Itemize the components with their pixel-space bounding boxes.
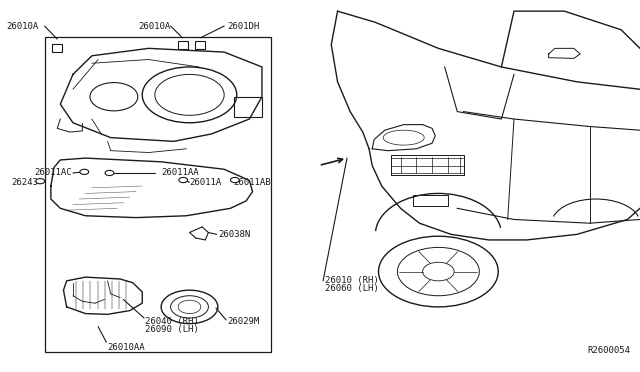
Bar xyxy=(234,97,262,117)
Bar xyxy=(177,41,188,49)
Text: 26010A: 26010A xyxy=(6,22,38,31)
Circle shape xyxy=(105,170,114,176)
Text: 26011AB: 26011AB xyxy=(234,178,271,187)
Circle shape xyxy=(80,169,89,174)
Text: 26090 (LH): 26090 (LH) xyxy=(145,325,199,334)
Bar xyxy=(413,195,448,206)
Bar xyxy=(391,155,463,175)
Circle shape xyxy=(179,177,188,183)
Text: 26243: 26243 xyxy=(12,178,38,187)
Circle shape xyxy=(36,179,45,184)
Text: 2601DH: 2601DH xyxy=(227,22,260,31)
Text: 26038N: 26038N xyxy=(218,230,250,239)
Text: 26011A: 26011A xyxy=(189,178,221,187)
Text: R2600054: R2600054 xyxy=(588,346,630,355)
Text: 26060 (LH): 26060 (LH) xyxy=(325,284,379,293)
Bar xyxy=(52,44,62,52)
Text: 26029M: 26029M xyxy=(227,317,260,326)
Text: 26011AC: 26011AC xyxy=(34,169,72,177)
Circle shape xyxy=(230,177,239,183)
Text: 26010A: 26010A xyxy=(138,22,171,31)
Bar xyxy=(195,41,205,49)
Text: 26010 (RH): 26010 (RH) xyxy=(325,276,379,285)
Bar xyxy=(45,37,271,352)
Text: 26011AA: 26011AA xyxy=(161,169,199,177)
Text: 26040 (RH): 26040 (RH) xyxy=(145,317,199,326)
Text: 26010AA: 26010AA xyxy=(108,343,145,352)
